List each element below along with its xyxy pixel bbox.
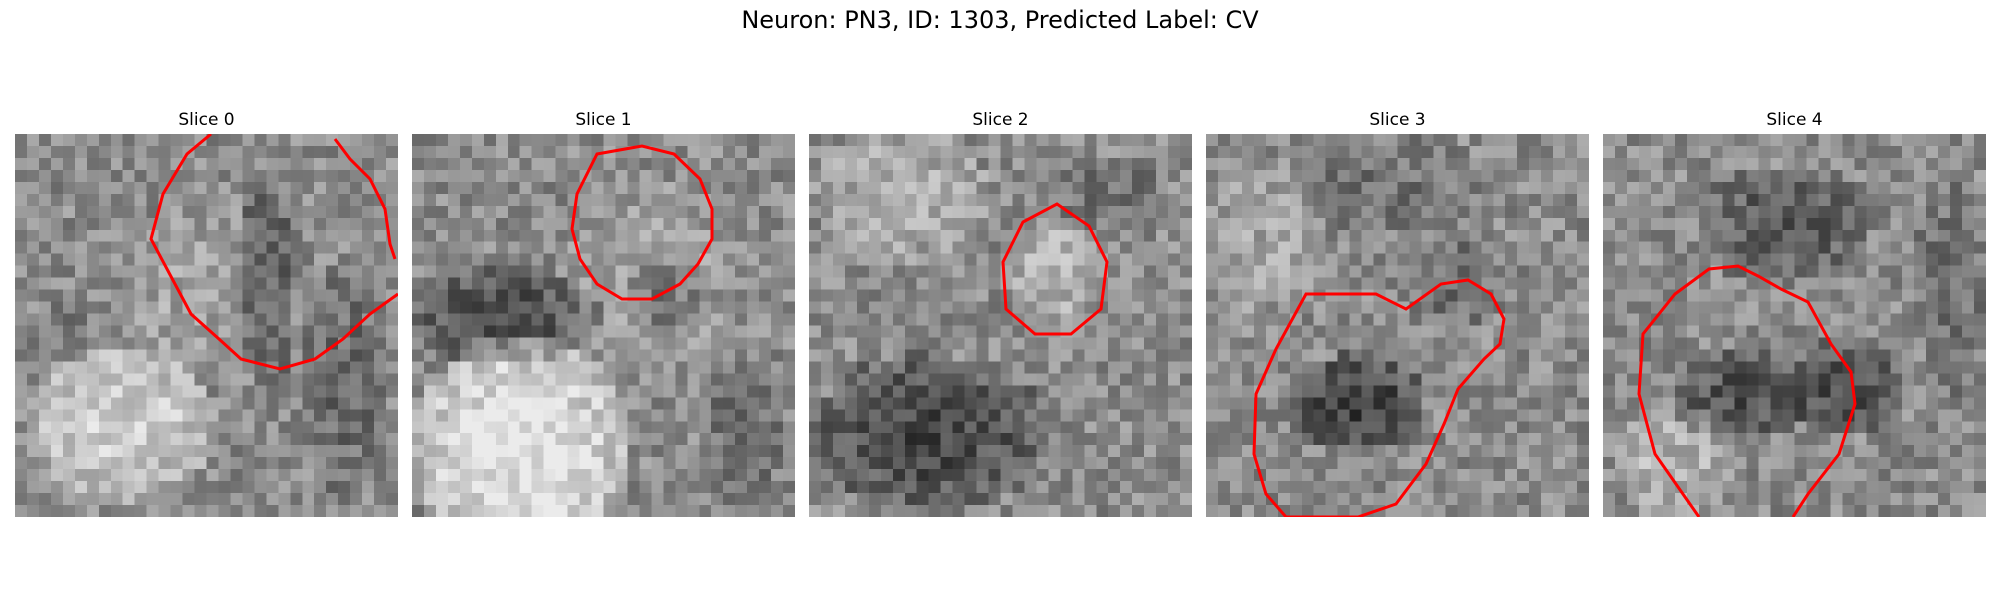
slice-title-2: Slice 2 xyxy=(972,110,1029,130)
grayscale-tiles-2 xyxy=(809,134,1192,517)
slice-panel-4: Slice 4 xyxy=(1603,108,1986,517)
grayscale-tiles-4 xyxy=(1603,134,1986,517)
slice-image-0 xyxy=(15,134,398,517)
slice-panel-3: Slice 3 xyxy=(1206,108,1589,517)
grayscale-tiles-1 xyxy=(412,134,795,517)
slice-image-1 xyxy=(412,134,795,517)
slice-image-4 xyxy=(1603,134,1986,517)
slice-title-1: Slice 1 xyxy=(575,110,632,130)
grayscale-tiles-3 xyxy=(1206,134,1589,517)
slice-title-4: Slice 4 xyxy=(1766,110,1823,130)
figure-title: Neuron: PN3, ID: 1303, Predicted Label: … xyxy=(741,6,1259,34)
contour-1 xyxy=(570,144,714,301)
grayscale-tiles-0 xyxy=(15,134,398,517)
slice-title-0: Slice 0 xyxy=(178,110,235,130)
slice-panel-2: Slice 2 xyxy=(809,108,1192,517)
slice-image-3 xyxy=(1206,134,1589,517)
slice-panel-1: Slice 1 xyxy=(412,108,795,517)
contour-3 xyxy=(1252,278,1506,517)
slice-image-2 xyxy=(809,134,1192,517)
contour-0b xyxy=(333,138,397,260)
slice-panel-0: Slice 0 xyxy=(15,108,398,517)
contour-2 xyxy=(1001,202,1109,336)
contour-4 xyxy=(1637,264,1857,517)
contour-0a xyxy=(149,134,398,371)
slice-title-3: Slice 3 xyxy=(1369,110,1426,130)
